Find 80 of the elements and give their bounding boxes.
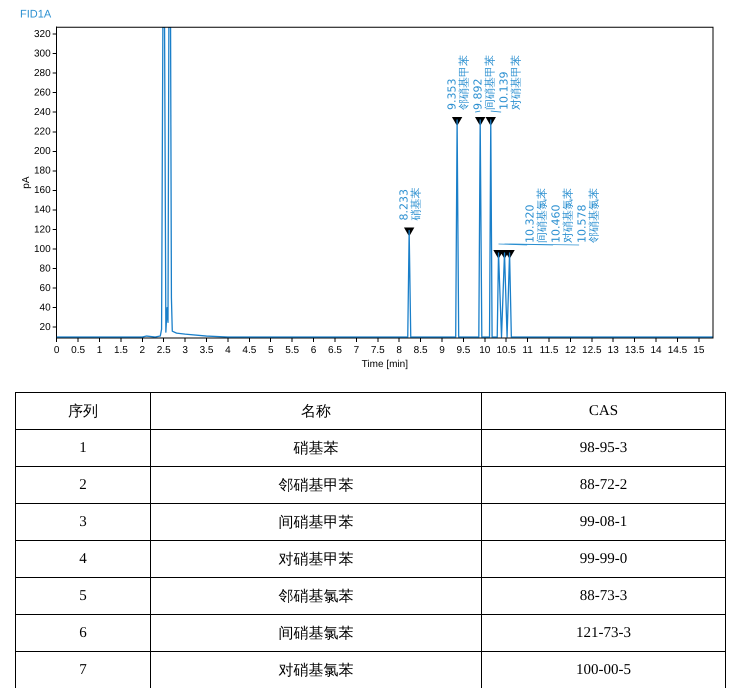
annotation: 9.892 间硝基甲苯	[471, 55, 496, 110]
x-tick-label: 5	[268, 344, 274, 356]
x-tick-label: 8	[396, 344, 402, 356]
x-tick-label: 1	[96, 344, 103, 356]
y-tick-label: 5	[16, 578, 151, 614]
y-tick-label: 40	[40, 302, 52, 314]
annotation: 10.460 对硝基氯苯	[549, 188, 574, 243]
x-tick-label: 9.5	[456, 344, 471, 356]
x-tick-label: 3.5	[200, 344, 214, 356]
y-tick-label: 300	[34, 48, 52, 60]
y-tick-label: 3	[16, 504, 151, 540]
x-tick-label: 名称	[150, 392, 482, 430]
text: 对硝基氯苯	[278, 662, 354, 678]
y-tick-label: 120	[34, 224, 52, 236]
x-tick-label: 10	[479, 344, 491, 356]
y-tick-label: 140	[34, 204, 52, 216]
text: 100-00-5	[576, 662, 632, 678]
x-tick-label: 9	[439, 344, 446, 356]
text: 邻硝基氯苯	[278, 588, 354, 604]
annotation: 8.233 硝基苯	[398, 187, 423, 222]
chart-title: FID1A	[20, 8, 52, 21]
text: 88-72-2	[580, 476, 628, 492]
text: 98-95-3	[580, 440, 628, 456]
text: 对硝基甲苯	[278, 552, 354, 568]
y-tick-label: 80	[40, 263, 52, 274]
x-tick-label: 4	[225, 344, 232, 356]
y-tick-label: 60	[40, 282, 52, 294]
y-tick-label: 200	[34, 146, 52, 158]
y-tick-label: 2	[16, 466, 151, 504]
y-tick-label: 7	[16, 652, 151, 688]
text: 99-99-0	[580, 550, 628, 566]
y-axis-title: 序列	[16, 392, 151, 430]
y-tick-label: 100	[34, 244, 52, 255]
x-tick-label: 0	[54, 344, 60, 356]
x-axis-title: Time [min]	[362, 358, 408, 370]
y-tick-label: 320	[34, 28, 52, 40]
x-tick-label: 0.5	[71, 344, 86, 356]
text: 间硝基甲苯	[278, 514, 354, 530]
x-tick-label: 1.5	[114, 344, 128, 356]
x-tick-label: 8.5	[414, 344, 428, 356]
y-axis-title: pA	[20, 176, 32, 189]
x-tick-label: 3	[182, 344, 188, 356]
x-tick-label: 13	[608, 344, 620, 356]
annotation: 10.320 间硝基氯苯	[523, 188, 548, 243]
text: 硝基苯	[294, 440, 339, 456]
x-tick-label: 12	[564, 344, 576, 356]
x-tick-label: 15	[693, 344, 705, 356]
x-tick-label: 13.5	[624, 344, 645, 356]
annotation: 10.139 对硝基甲苯	[497, 55, 522, 110]
x-tick-label: 12.5	[582, 344, 602, 356]
x-tick-label: 7.5	[370, 344, 386, 356]
y-tick-label: 260	[34, 87, 52, 98]
x-tick-label: 4.5	[242, 344, 257, 356]
x-tick-label: 2.5	[156, 344, 172, 356]
x-tick-label: 6	[310, 344, 317, 356]
y-tick-label: 240	[34, 106, 52, 118]
y-tick-label: 220	[34, 126, 52, 138]
text: 邻硝基甲苯	[278, 478, 354, 494]
y-tick-label: 4	[16, 540, 151, 578]
x-tick-label: 7	[354, 344, 360, 356]
text: 间硝基氯苯	[278, 626, 354, 642]
x-tick-label: 11	[522, 344, 534, 356]
annotation: 10.578 邻硝基氯苯	[575, 188, 600, 243]
text: 99-08-1	[580, 514, 628, 530]
y-tick-label: 20	[40, 322, 52, 333]
text: 121-73-3	[576, 624, 632, 640]
x-tick-label: 10.5	[496, 344, 516, 356]
text: 88-73-3	[580, 588, 628, 604]
x-tick-label: 6.5	[328, 344, 342, 356]
x-tick-label: 5.5	[285, 344, 300, 356]
y-tick-label: 160	[34, 185, 52, 196]
y-tick-label: 6	[16, 614, 151, 652]
x-tick-label: 14	[650, 344, 662, 356]
annotation: 9.353 邻硝基甲苯	[445, 55, 470, 110]
y-tick-label: 280	[34, 68, 52, 79]
y-tick-label: 1	[16, 430, 151, 466]
x-tick-label: 11.5	[540, 344, 559, 356]
x-tick-label: CAS	[482, 392, 726, 430]
x-tick-label: 14.5	[668, 344, 688, 356]
y-tick-label: 180	[34, 166, 52, 177]
